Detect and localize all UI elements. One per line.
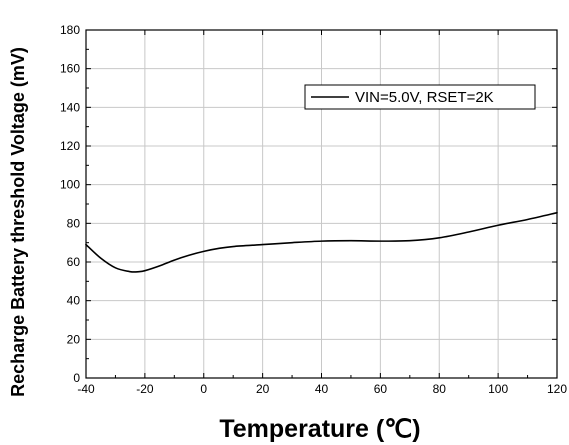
y-tick-label: 160 (60, 62, 80, 76)
x-tick-label: -40 (77, 382, 95, 396)
series-group (85, 211, 558, 273)
y-tick-label: 60 (67, 255, 81, 269)
x-tick-label: 100 (488, 382, 508, 396)
y-tick-label: 20 (67, 332, 81, 346)
y-axis-title: Recharge Battery threshold Voltage (mV) (8, 47, 28, 397)
x-tick-label: 120 (547, 382, 567, 396)
y-tick-label: 180 (60, 23, 80, 37)
y-tick-label: 100 (60, 178, 80, 192)
gridlines (86, 30, 557, 378)
legend: VIN=5.0V, RSET=2K (304, 84, 536, 110)
x-tick-label: 40 (315, 382, 329, 396)
x-tick-label: -20 (136, 382, 154, 396)
series-line (85, 211, 558, 273)
x-tick-label: 0 (200, 382, 207, 396)
y-tick-label: 120 (60, 139, 80, 153)
axes: -40 -20 0 20 40 60 80 100 120 0 20 40 60 80 100 120 140 1… (60, 23, 567, 396)
x-tick-label: 60 (374, 382, 388, 396)
y-tick-label: 0 (73, 371, 80, 385)
x-tick-label: 80 (433, 382, 447, 396)
y-tick-label: 140 (60, 100, 80, 114)
legend-label: VIN=5.0V, RSET=2K (355, 89, 494, 106)
y-tick-label: 80 (67, 216, 81, 230)
y-tick-label: 40 (67, 294, 81, 308)
x-tick-label: 20 (256, 382, 270, 396)
x-axis-title: Temperature (℃) (219, 415, 420, 443)
